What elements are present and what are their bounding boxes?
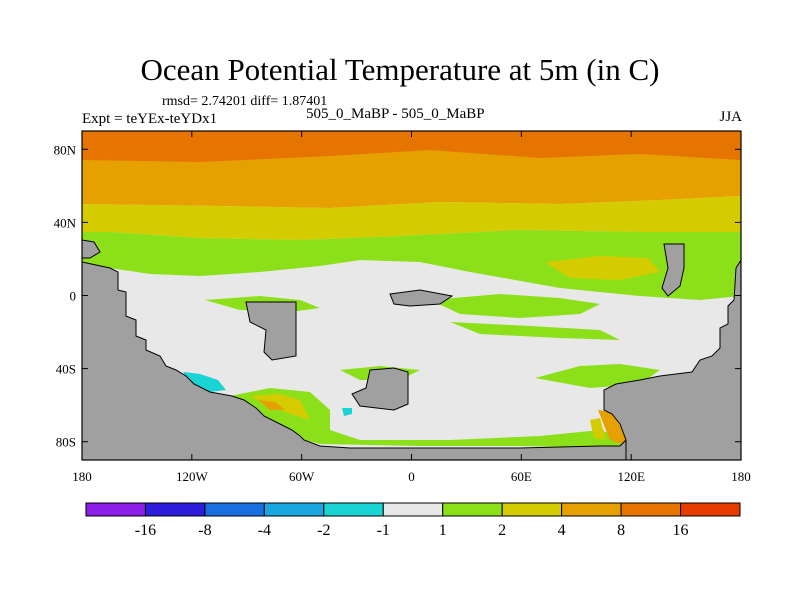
colorbar-label: 2	[498, 522, 506, 539]
antarctic-warm-2	[258, 400, 285, 410]
experiment-label: Expt = teYEx-teYDx1	[82, 111, 218, 127]
colorbar-label: -4	[258, 522, 271, 539]
north-pacific-warm	[545, 256, 660, 280]
land-island-1	[245, 301, 297, 361]
map-plot-area	[82, 131, 741, 460]
x-tick-label: 60E	[511, 469, 532, 484]
colorbar-label: -16	[135, 522, 156, 539]
antarctic-warm-4	[590, 418, 606, 440]
land-east	[603, 259, 741, 460]
x-tick-label: 180	[72, 469, 92, 484]
land-west	[82, 261, 627, 460]
colorbar-swatch	[442, 502, 503, 517]
x-tick-label: 0	[408, 469, 415, 484]
land-arctic-rim	[82, 239, 101, 259]
south-cold-patch	[182, 372, 226, 392]
land-island-3	[389, 289, 454, 307]
north-mid-band	[82, 196, 741, 240]
colorbar-swatch	[263, 502, 325, 517]
y-tick-label: 80S	[56, 435, 76, 450]
season-label: JJA	[719, 109, 742, 125]
x-tick-label: 60W	[289, 469, 315, 484]
colorbar-swatch	[561, 502, 622, 517]
map-title: Ocean Potential Temperature at 5m (in C)	[140, 52, 660, 87]
tropic-green-patch-2	[430, 294, 600, 318]
antarctic-warm-3	[598, 410, 626, 446]
antarctic-green	[230, 388, 630, 448]
colorbar-swatch	[680, 502, 741, 517]
colorbar-label: -2	[317, 522, 330, 539]
x-tick-label: 120E	[617, 469, 645, 484]
stats-label: rmsd= 2.74201 diff= 1.87401	[162, 94, 328, 109]
case-label: 505_0_MaBP - 505_0_MaBP	[306, 106, 485, 122]
x-tick-label: 120W	[176, 469, 209, 484]
colorbar: -16 -8 -4 -2 -1 1 2 4 8 16	[85, 502, 741, 539]
colorbar-swatch	[323, 502, 384, 517]
colorbar-label: 8	[617, 522, 625, 539]
north-subtropic-band	[82, 230, 741, 300]
colorbar-label: -1	[377, 522, 390, 539]
land-island-2	[351, 367, 409, 411]
north-high-band	[82, 150, 741, 208]
tropic-green-patch-3	[450, 322, 620, 340]
y-tick-label: 80N	[54, 142, 77, 157]
axis-ticks: 180 120W 60W 0 60E 120E 180 80N 40N 0 40S 80S	[54, 131, 751, 484]
y-tick-label: 40N	[54, 215, 77, 230]
colorbar-swatch	[85, 502, 146, 517]
colorbar-label: 4	[558, 522, 566, 539]
y-tick-label: 0	[70, 289, 77, 304]
colorbar-swatch	[204, 502, 265, 517]
colorbar-swatch	[501, 502, 563, 517]
y-tick-label: 40S	[56, 362, 76, 377]
land-island-4	[661, 243, 685, 297]
colorbar-label: 16	[673, 522, 689, 539]
x-tick-label: 180	[731, 469, 751, 484]
colorbar-label: -8	[198, 522, 211, 539]
colorbar-swatch	[620, 502, 682, 517]
colorbar-swatch	[144, 502, 206, 517]
colorbar-label: 1	[439, 522, 447, 539]
south-cold-patch-2	[342, 408, 352, 416]
colorbar-swatch	[382, 502, 444, 517]
